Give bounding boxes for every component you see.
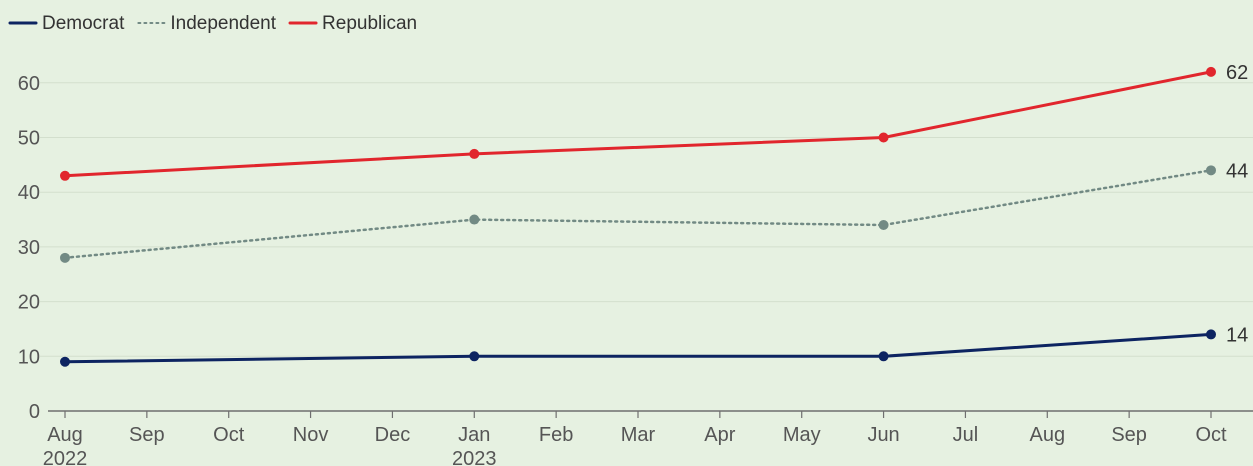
legend-label-democrat: Democrat (42, 13, 125, 34)
data-point-republican (1206, 66, 1216, 77)
y-tick-label: 20 (18, 292, 40, 314)
x-tick-label: Jun (867, 424, 899, 446)
x-tick-label: May (783, 424, 821, 446)
x-tick-label: Oct (1195, 424, 1227, 446)
series-line-republican (63, 70, 1213, 178)
x-tick-label: Aug (47, 424, 83, 446)
data-point-republican (469, 148, 480, 159)
data-point-independent (1206, 165, 1216, 176)
legend: Democrat Independent Republican (8, 13, 417, 34)
y-tick-label: 50 (18, 128, 40, 150)
end-label-republican: 62 (1226, 62, 1248, 84)
data-point-democrat (469, 351, 480, 362)
data-point-independent (878, 220, 889, 231)
data-point-democrat (1206, 329, 1216, 340)
data-point-independent (60, 252, 70, 263)
x-tick-label: Sep (1111, 424, 1147, 446)
series-lines (60, 66, 1216, 367)
data-point-republican (60, 170, 70, 181)
series-line-democrat (63, 332, 1213, 364)
end-labels: 44 14 62 (1226, 62, 1248, 347)
x-tick-label: Oct (213, 424, 245, 446)
end-label-democrat: 14 (1226, 324, 1248, 346)
x-tick-label: Dec (375, 424, 411, 446)
axes: 0 10 20 30 40 50 60 Aug 2022 Sep Oct Nov Dec Jan 2023 F… (18, 73, 1253, 466)
data-point-republican (878, 132, 889, 143)
x-tick-label: Aug (1029, 424, 1065, 446)
data-point-democrat (878, 351, 889, 362)
x-tick-label: Nov (293, 424, 329, 446)
legend-label-republican: Republican (322, 13, 417, 34)
x-tick-year-label: 2022 (43, 448, 88, 466)
legend-label-independent: Independent (170, 13, 276, 34)
x-tick-label: Jul (953, 424, 979, 446)
x-tick-label: Jan (458, 424, 490, 446)
end-label-independent: 44 (1226, 160, 1248, 182)
x-tick-label: Feb (539, 424, 573, 446)
x-tick-year-label: 2023 (452, 448, 497, 466)
gridlines (40, 82, 1253, 357)
x-tick-label: Mar (621, 424, 656, 446)
y-tick-label: 40 (18, 182, 40, 204)
data-point-independent (469, 214, 480, 225)
data-point-democrat (60, 356, 70, 367)
x-tick-label: Apr (704, 424, 735, 446)
y-tick-label: 0 (29, 401, 40, 423)
y-tick-label: 30 (18, 237, 40, 259)
y-tick-label: 60 (18, 73, 40, 95)
x-tick-label: Sep (129, 424, 165, 446)
series-line-independent (63, 169, 1213, 260)
y-tick-label: 10 (18, 346, 40, 368)
